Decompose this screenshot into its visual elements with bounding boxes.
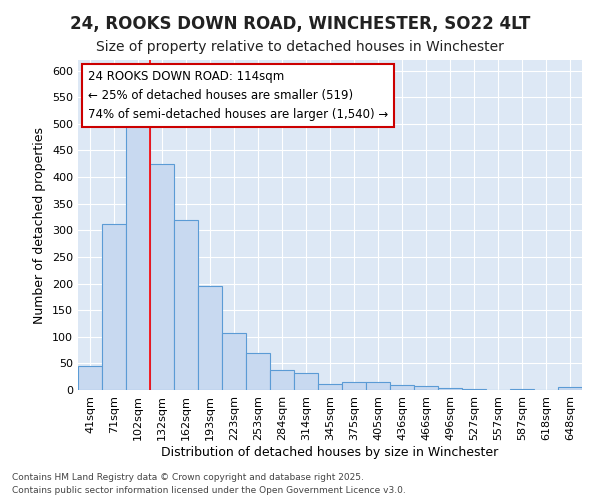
Bar <box>174 220 198 390</box>
Text: Size of property relative to detached houses in Winchester: Size of property relative to detached ho… <box>96 40 504 54</box>
Bar <box>222 333 246 390</box>
Bar <box>270 370 294 390</box>
Bar <box>126 124 150 390</box>
Y-axis label: Number of detached properties: Number of detached properties <box>34 126 46 324</box>
Bar <box>366 382 390 390</box>
Text: 24, ROOKS DOWN ROAD, WINCHESTER, SO22 4LT: 24, ROOKS DOWN ROAD, WINCHESTER, SO22 4L… <box>70 15 530 33</box>
Bar <box>150 164 174 390</box>
X-axis label: Distribution of detached houses by size in Winchester: Distribution of detached houses by size … <box>161 446 499 458</box>
Bar <box>390 384 414 390</box>
Bar <box>414 386 438 390</box>
Bar <box>246 352 270 390</box>
Bar <box>558 388 582 390</box>
Bar <box>198 286 222 390</box>
Bar <box>294 373 318 390</box>
Bar <box>342 382 366 390</box>
Text: Contains HM Land Registry data © Crown copyright and database right 2025.
Contai: Contains HM Land Registry data © Crown c… <box>12 474 406 495</box>
Bar <box>102 224 126 390</box>
Bar <box>318 384 342 390</box>
Text: 24 ROOKS DOWN ROAD: 114sqm
← 25% of detached houses are smaller (519)
74% of sem: 24 ROOKS DOWN ROAD: 114sqm ← 25% of deta… <box>88 70 388 121</box>
Bar <box>78 366 102 390</box>
Bar <box>438 388 462 390</box>
